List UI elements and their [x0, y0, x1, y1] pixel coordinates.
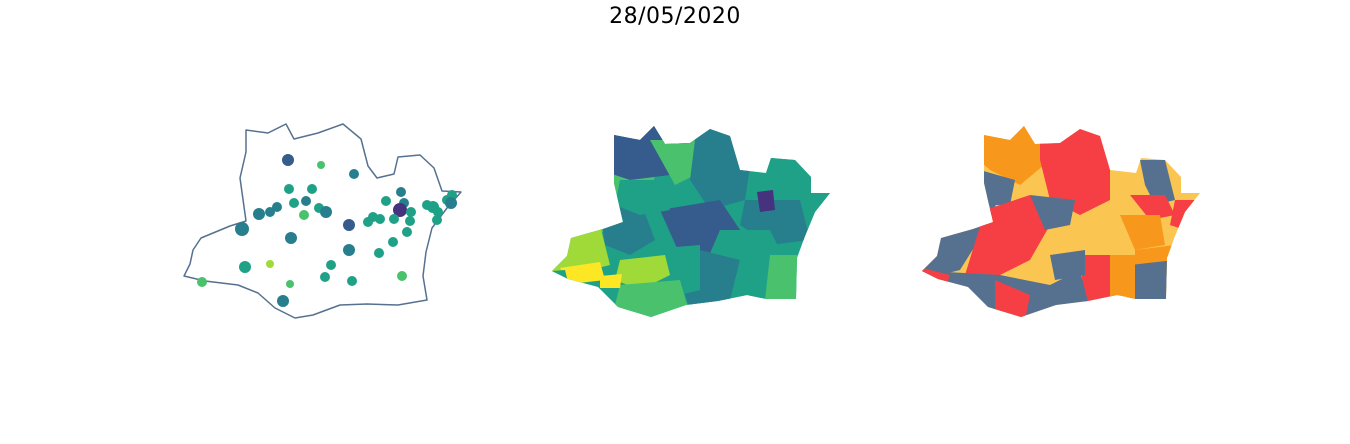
map-point-marker	[381, 196, 391, 206]
map-point-marker	[266, 260, 274, 268]
map-point-marker	[235, 222, 249, 236]
map-point-marker	[405, 216, 415, 226]
map-point-marker	[349, 169, 359, 179]
map-point-marker	[282, 154, 294, 166]
choropleth-regions	[552, 126, 830, 317]
map-panel-points	[183, 123, 462, 319]
map-panel-risk	[922, 126, 1200, 317]
map-point-marker	[265, 207, 275, 217]
map-point-marker	[253, 208, 265, 220]
map-point-marker	[326, 260, 336, 270]
map-point-marker	[284, 184, 294, 194]
map-point-marker	[343, 244, 355, 256]
map-point-marker	[197, 277, 207, 287]
map-point-marker	[289, 198, 299, 208]
map-point-marker	[285, 232, 297, 244]
map-point-marker	[388, 237, 398, 247]
map-point-marker	[393, 203, 407, 217]
map-point-marker	[397, 271, 407, 281]
state-outline	[183, 123, 462, 319]
risk-regions	[922, 126, 1200, 317]
map-point-marker	[445, 197, 457, 209]
map-point-marker	[301, 196, 311, 206]
map-point-marker	[277, 295, 289, 307]
map-point-marker	[396, 187, 406, 197]
map-point-marker	[307, 184, 317, 194]
map-point-marker	[317, 161, 325, 169]
map-point-marker	[402, 227, 412, 237]
map-point-marker	[343, 219, 355, 231]
map-point-marker	[320, 272, 330, 282]
map-point-marker	[406, 207, 416, 217]
map-point-marker	[433, 207, 443, 217]
map-point-marker	[363, 217, 373, 227]
map-point-marker	[375, 214, 385, 224]
map-point-marker	[389, 214, 399, 224]
map-point-marker	[374, 248, 384, 258]
map-point-marker	[432, 215, 442, 225]
map-point-marker	[239, 261, 251, 273]
map-point-marker	[320, 206, 332, 218]
map-point-marker	[347, 276, 357, 286]
map-panel-choropleth	[552, 126, 830, 317]
map-point-marker	[272, 202, 282, 212]
map-point-marker	[299, 210, 309, 220]
figure-title: 28/05/2020	[609, 4, 741, 29]
map-point-marker	[286, 280, 294, 288]
